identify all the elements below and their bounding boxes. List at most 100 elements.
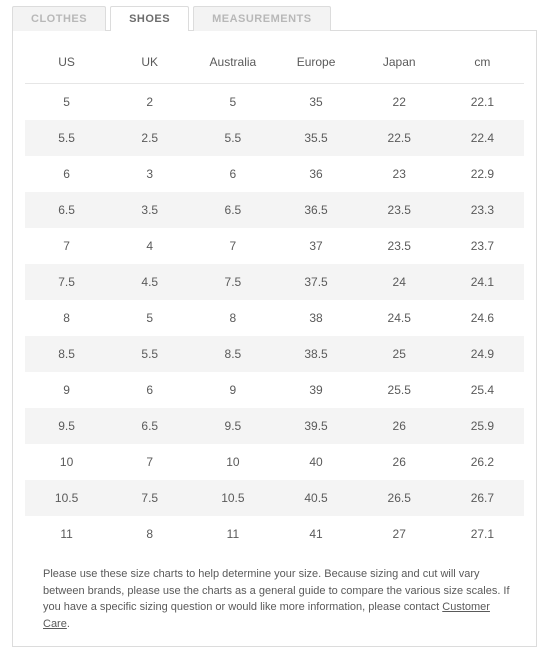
table-cell: 40.5 xyxy=(274,480,357,516)
tab-clothes[interactable]: CLOTHES xyxy=(12,6,106,31)
table-cell: 22.9 xyxy=(441,156,524,192)
table-cell: 7.5 xyxy=(191,264,274,300)
table-cell: 23.7 xyxy=(441,228,524,264)
table-cell: 23.3 xyxy=(441,192,524,228)
table-cell: 35 xyxy=(274,84,357,121)
table-cell: 23.5 xyxy=(358,192,441,228)
table-row: 7473723.523.7 xyxy=(25,228,524,264)
table-cell: 6.5 xyxy=(191,192,274,228)
table-cell: 10 xyxy=(25,444,108,480)
table-cell: 7 xyxy=(25,228,108,264)
table-cell: 40 xyxy=(274,444,357,480)
table-cell: 35.5 xyxy=(274,120,357,156)
table-row: 8583824.524.6 xyxy=(25,300,524,336)
table-cell: 5 xyxy=(25,84,108,121)
table-cell: 24.1 xyxy=(441,264,524,300)
table-cell: 7.5 xyxy=(108,480,191,516)
tab-measurements[interactable]: MEASUREMENTS xyxy=(193,6,331,31)
table-row: 10710402626.2 xyxy=(25,444,524,480)
table-cell: 10 xyxy=(191,444,274,480)
table-cell: 37 xyxy=(274,228,357,264)
table-cell: 6.5 xyxy=(108,408,191,444)
column-header: UK xyxy=(108,41,191,84)
table-row: 5.52.55.535.522.522.4 xyxy=(25,120,524,156)
table-cell: 24.9 xyxy=(441,336,524,372)
table-cell: 11 xyxy=(25,516,108,552)
table-cell: 5 xyxy=(108,300,191,336)
size-chart-container: CLOTHESSHOESMEASUREMENTS USUKAustraliaEu… xyxy=(0,0,549,659)
column-header: Japan xyxy=(358,41,441,84)
table-cell: 41 xyxy=(274,516,357,552)
table-cell: 5.5 xyxy=(108,336,191,372)
table-cell: 4 xyxy=(108,228,191,264)
table-cell: 6 xyxy=(191,156,274,192)
table-cell: 39.5 xyxy=(274,408,357,444)
table-cell: 26.2 xyxy=(441,444,524,480)
table-cell: 2.5 xyxy=(108,120,191,156)
column-header: cm xyxy=(441,41,524,84)
table-cell: 8 xyxy=(191,300,274,336)
table-cell: 23.5 xyxy=(358,228,441,264)
table-cell: 26.5 xyxy=(358,480,441,516)
table-cell: 3.5 xyxy=(108,192,191,228)
table-cell: 27.1 xyxy=(441,516,524,552)
table-cell: 38 xyxy=(274,300,357,336)
table-cell: 24.6 xyxy=(441,300,524,336)
table-cell: 24.5 xyxy=(358,300,441,336)
table-row: 9693925.525.4 xyxy=(25,372,524,408)
table-cell: 38.5 xyxy=(274,336,357,372)
column-header: Australia xyxy=(191,41,274,84)
table-cell: 3 xyxy=(108,156,191,192)
table-cell: 26 xyxy=(358,408,441,444)
table-row: 7.54.57.537.52424.1 xyxy=(25,264,524,300)
table-cell: 5.5 xyxy=(191,120,274,156)
table-cell: 5 xyxy=(191,84,274,121)
table-cell: 7 xyxy=(108,444,191,480)
table-cell: 10.5 xyxy=(191,480,274,516)
table-cell: 8.5 xyxy=(191,336,274,372)
table-header-row: USUKAustraliaEuropeJapancm xyxy=(25,41,524,84)
table-cell: 6.5 xyxy=(25,192,108,228)
table-cell: 23 xyxy=(358,156,441,192)
table-cell: 26 xyxy=(358,444,441,480)
table-cell: 24 xyxy=(358,264,441,300)
table-cell: 26.7 xyxy=(441,480,524,516)
table-cell: 2 xyxy=(108,84,191,121)
table-cell: 39 xyxy=(274,372,357,408)
table-cell: 11 xyxy=(191,516,274,552)
table-cell: 4.5 xyxy=(108,264,191,300)
table-row: 636362322.9 xyxy=(25,156,524,192)
table-cell: 8.5 xyxy=(25,336,108,372)
table-cell: 22.4 xyxy=(441,120,524,156)
table-cell: 37.5 xyxy=(274,264,357,300)
table-row: 6.53.56.536.523.523.3 xyxy=(25,192,524,228)
tabs: CLOTHESSHOESMEASUREMENTS xyxy=(12,6,537,31)
footnote-text: Please use these size charts to help det… xyxy=(43,568,510,613)
table-cell: 8 xyxy=(25,300,108,336)
footnote: Please use these size charts to help det… xyxy=(43,566,516,632)
table-cell: 9.5 xyxy=(25,408,108,444)
table-cell: 25 xyxy=(358,336,441,372)
table-cell: 22 xyxy=(358,84,441,121)
table-cell: 22.5 xyxy=(358,120,441,156)
table-row: 11811412727.1 xyxy=(25,516,524,552)
table-row: 9.56.59.539.52625.9 xyxy=(25,408,524,444)
table-cell: 7 xyxy=(191,228,274,264)
table-row: 10.57.510.540.526.526.7 xyxy=(25,480,524,516)
table-cell: 5.5 xyxy=(25,120,108,156)
table-cell: 22.1 xyxy=(441,84,524,121)
table-cell: 25.9 xyxy=(441,408,524,444)
size-table: USUKAustraliaEuropeJapancm 525352222.15.… xyxy=(25,41,524,552)
table-cell: 7.5 xyxy=(25,264,108,300)
table-cell: 27 xyxy=(358,516,441,552)
table-cell: 36 xyxy=(274,156,357,192)
column-header: Europe xyxy=(274,41,357,84)
footnote-suffix: . xyxy=(67,618,70,630)
column-header: US xyxy=(25,41,108,84)
table-cell: 9 xyxy=(25,372,108,408)
tab-shoes[interactable]: SHOES xyxy=(110,6,189,31)
table-cell: 9.5 xyxy=(191,408,274,444)
table-cell: 36.5 xyxy=(274,192,357,228)
table-cell: 10.5 xyxy=(25,480,108,516)
table-cell: 25.4 xyxy=(441,372,524,408)
